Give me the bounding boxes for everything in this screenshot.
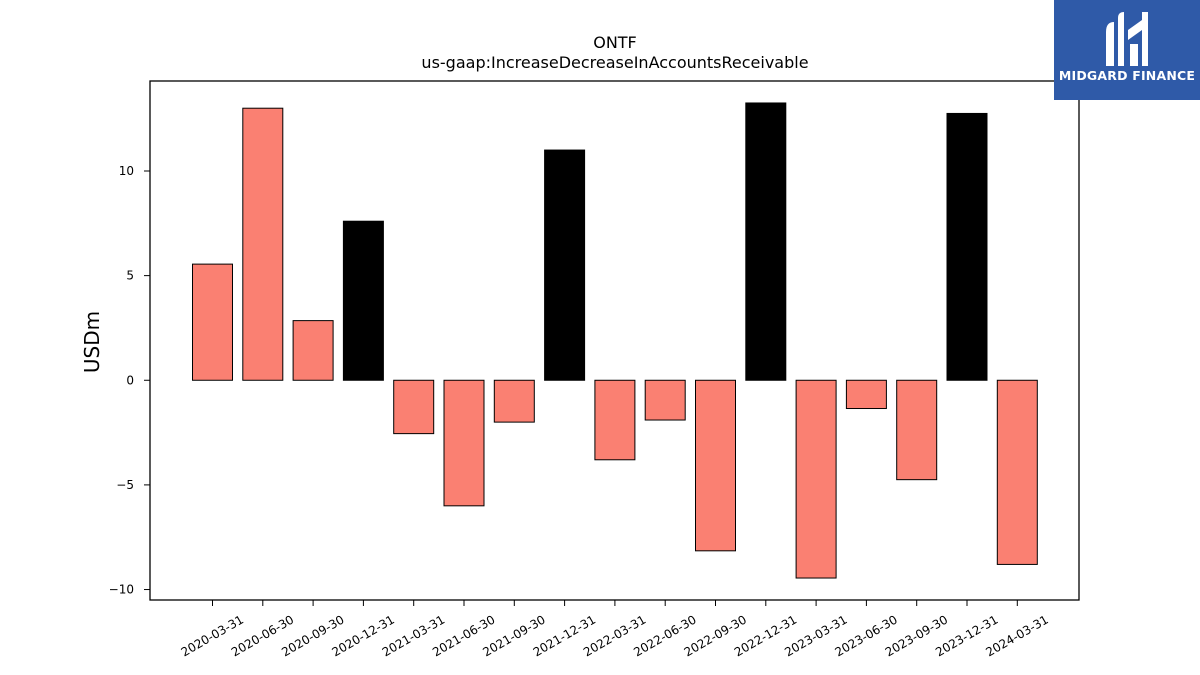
bar-2022-12-31 [746, 103, 786, 380]
bar-2021-03-31 [394, 380, 434, 433]
bar-2023-06-30 [846, 380, 886, 408]
bar-2021-06-30 [444, 380, 484, 506]
y-tick-label: 0 [126, 373, 134, 387]
logo-text: MIDGARD FINANCE [1054, 68, 1200, 83]
bar-2023-03-31 [796, 380, 836, 578]
bar-2022-06-30 [645, 380, 685, 420]
y-tick-label: −10 [109, 583, 134, 597]
bar-2020-03-31 [193, 264, 233, 380]
bar-2020-09-30 [293, 321, 333, 381]
midgard-finance-logo-mark-icon [1100, 8, 1154, 70]
bar-2020-06-30 [243, 108, 283, 380]
x-axis-ticks: 2020-03-312020-06-302020-09-302020-12-31… [179, 600, 1051, 659]
y-tick-label: −5 [116, 478, 134, 492]
plot-frame [150, 81, 1079, 600]
bar-2023-12-31 [947, 113, 987, 380]
chart-title: ONTF [593, 33, 637, 52]
midgard-finance-logo: MIDGARD FINANCE [1054, 0, 1200, 100]
bar-2021-09-30 [494, 380, 534, 422]
bar-2022-09-30 [696, 380, 736, 551]
bar-2021-12-31 [545, 150, 585, 380]
chart-subtitle: us-gaap:IncreaseDecreaseInAccountsReceiv… [421, 53, 808, 72]
bar-chart: ONTF us-gaap:IncreaseDecreaseInAccountsR… [0, 0, 1200, 675]
y-axis-label: USDm [80, 311, 104, 373]
bars-group [193, 103, 1038, 578]
y-tick-label: 5 [126, 269, 134, 283]
bar-2023-09-30 [897, 380, 937, 479]
bar-2024-03-31 [997, 380, 1037, 564]
y-axis-ticks: 10 5 0 −5 −10 [109, 164, 150, 597]
bar-2022-03-31 [595, 380, 635, 460]
y-tick-label: 10 [119, 164, 134, 178]
bar-2020-12-31 [343, 221, 383, 380]
